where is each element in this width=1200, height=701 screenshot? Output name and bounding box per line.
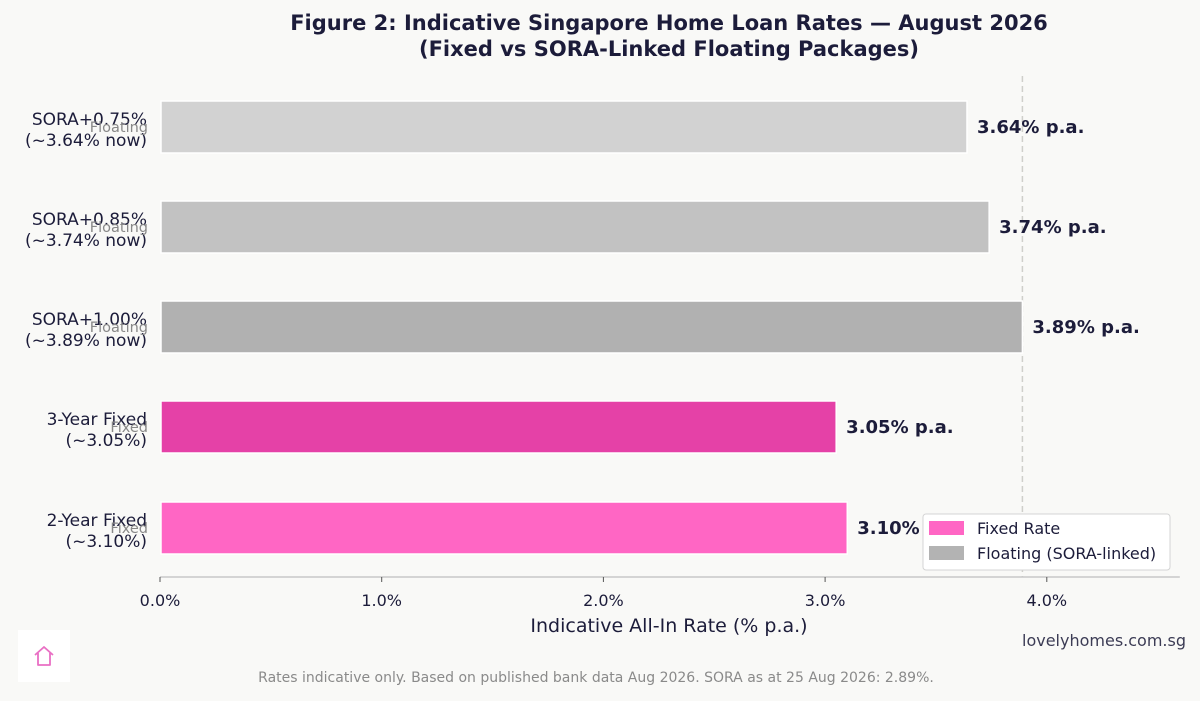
type-label: Fixed bbox=[110, 521, 148, 537]
legend-label-floating: Floating (SORA-linked) bbox=[977, 544, 1156, 563]
category-sublabel: (~3.10%) bbox=[65, 532, 147, 552]
bar-group: 3.74% p.a. SORA+0.85%(~3.74% now)Floating bbox=[25, 200, 1107, 254]
category-sublabel: (~3.74% now) bbox=[25, 231, 147, 251]
value-label: 3.74% p.a. bbox=[999, 217, 1106, 238]
legend-swatch-fixed bbox=[929, 521, 964, 535]
chart-title: Figure 2: Indicative Singapore Home Loan… bbox=[290, 11, 1048, 35]
value-label: 3.89% p.a. bbox=[1032, 317, 1139, 338]
bar-group: 3.10% p.a.2-Year Fixed(~3.10%)Fixed bbox=[47, 501, 965, 555]
logo bbox=[18, 630, 70, 682]
home-icon bbox=[34, 646, 54, 666]
legend-swatch-floating bbox=[929, 546, 964, 560]
value-label: 3.05% p.a. bbox=[846, 417, 953, 438]
type-label: Floating bbox=[90, 220, 148, 236]
x-tick-label: 4.0% bbox=[1026, 591, 1067, 610]
category-sublabel: (~3.89% now) bbox=[25, 331, 147, 351]
type-label: Floating bbox=[90, 320, 148, 336]
bar bbox=[160, 100, 968, 154]
bar bbox=[160, 200, 990, 254]
category-label: SORA+0.75% bbox=[32, 110, 147, 130]
x-tick-label: 0.0% bbox=[140, 591, 181, 610]
legend-box bbox=[922, 513, 1171, 571]
plot-area: 3.64% p.a.SORA+0.75%(~3.64% now)Floating… bbox=[25, 76, 1180, 610]
category-label: 3-Year Fixed bbox=[47, 410, 147, 430]
bar bbox=[160, 400, 837, 454]
category-sublabel: (~3.05%) bbox=[65, 431, 147, 451]
category-label: 2-Year Fixed bbox=[47, 511, 147, 531]
chart-subtitle: (Fixed vs SORA-Linked Floating Packages) bbox=[419, 37, 919, 61]
type-label: Floating bbox=[90, 120, 148, 136]
source-credit: lovelyhomes.com.sg bbox=[1022, 631, 1186, 650]
bar bbox=[160, 300, 1024, 354]
category-label: SORA+1.00% bbox=[32, 310, 147, 330]
x-tick-label: 3.0% bbox=[805, 591, 846, 610]
bar-group: 3.05% p.a. 3-Year Fixed(~3.05%)Fixed bbox=[47, 400, 954, 454]
x-axis-title: Indicative All-In Rate (% p.a.) bbox=[530, 615, 807, 637]
x-tick-label: 2.0% bbox=[583, 591, 624, 610]
category-sublabel: (~3.64% now) bbox=[25, 131, 147, 151]
bar bbox=[160, 501, 849, 555]
bar-group: 3.89% p.a. SORA+1.00%(~3.89% now)Floating bbox=[25, 300, 1140, 354]
category-label: SORA+0.85% bbox=[32, 210, 147, 230]
type-label: Fixed bbox=[110, 420, 148, 436]
legend-label-fixed: Fixed Rate bbox=[977, 519, 1060, 538]
x-tick-label: 1.0% bbox=[361, 591, 402, 610]
value-label: 3.64% p.a. bbox=[977, 117, 1084, 138]
bar-group: 3.64% p.a. SORA+0.75%(~3.64% now)Floating bbox=[25, 100, 1084, 154]
legend: Fixed Rate Floating (SORA-linked) bbox=[922, 513, 1171, 571]
footnote: Rates indicative only. Based on publishe… bbox=[258, 670, 934, 686]
